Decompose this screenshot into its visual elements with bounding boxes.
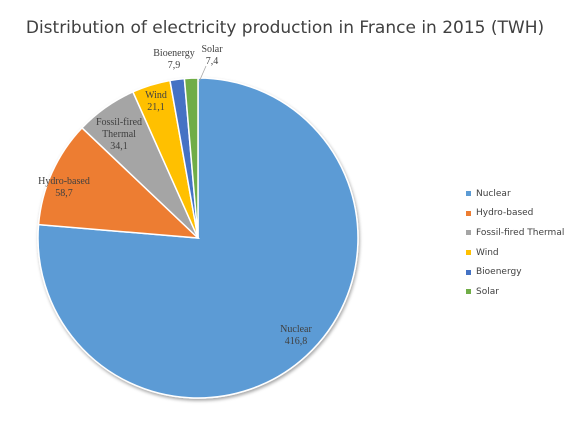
data-label-hydro-based: Hydro-based 58,7: [38, 176, 90, 199]
legend-swatch: [466, 250, 471, 256]
legend-item-bioenergy: Bioenergy: [466, 262, 564, 282]
legend-swatch: [466, 230, 471, 236]
legend-label: Wind: [476, 247, 499, 258]
legend-label: Hydro-based: [476, 208, 534, 219]
data-label-nuclear: Nuclear 416,8: [280, 324, 312, 347]
data-label-wind: Wind 21,1: [145, 90, 167, 113]
legend-swatch: [466, 289, 471, 295]
pie-slice-solar: [183, 77, 199, 239]
legend-item-hydro-based: Hydro-based: [466, 204, 564, 224]
legend-label: Solar: [476, 286, 499, 297]
legend-swatch: [466, 191, 471, 197]
data-label-solar: Solar 7,4: [201, 44, 223, 67]
legend-label: Nuclear: [476, 188, 511, 199]
legend-item-wind: Wind: [466, 243, 564, 263]
legend-swatch: [466, 210, 471, 216]
chart-title: Distribution of electricity production i…: [25, 18, 545, 38]
legend-item-fossil-fired-thermal: Fossil-fired Thermal: [466, 223, 564, 243]
legend-item-nuclear: Nuclear: [466, 184, 564, 204]
data-label-fossil-fired-thermal: Fossil-fired Thermal 34,1: [96, 117, 142, 152]
pie-slice-hydro-based: [37, 126, 201, 239]
legend: Nuclear Hydro-based Fossil-fired Thermal Wi…: [466, 184, 564, 302]
data-label-bioenergy: Bioenergy 7,9: [153, 48, 194, 71]
legend-swatch: [466, 269, 471, 275]
legend-item-solar: Solar: [466, 282, 564, 302]
legend-label: Bioenergy: [476, 267, 522, 278]
legend-label: Fossil-fired Thermal: [476, 227, 565, 238]
leader-line-solar: [198, 65, 207, 83]
